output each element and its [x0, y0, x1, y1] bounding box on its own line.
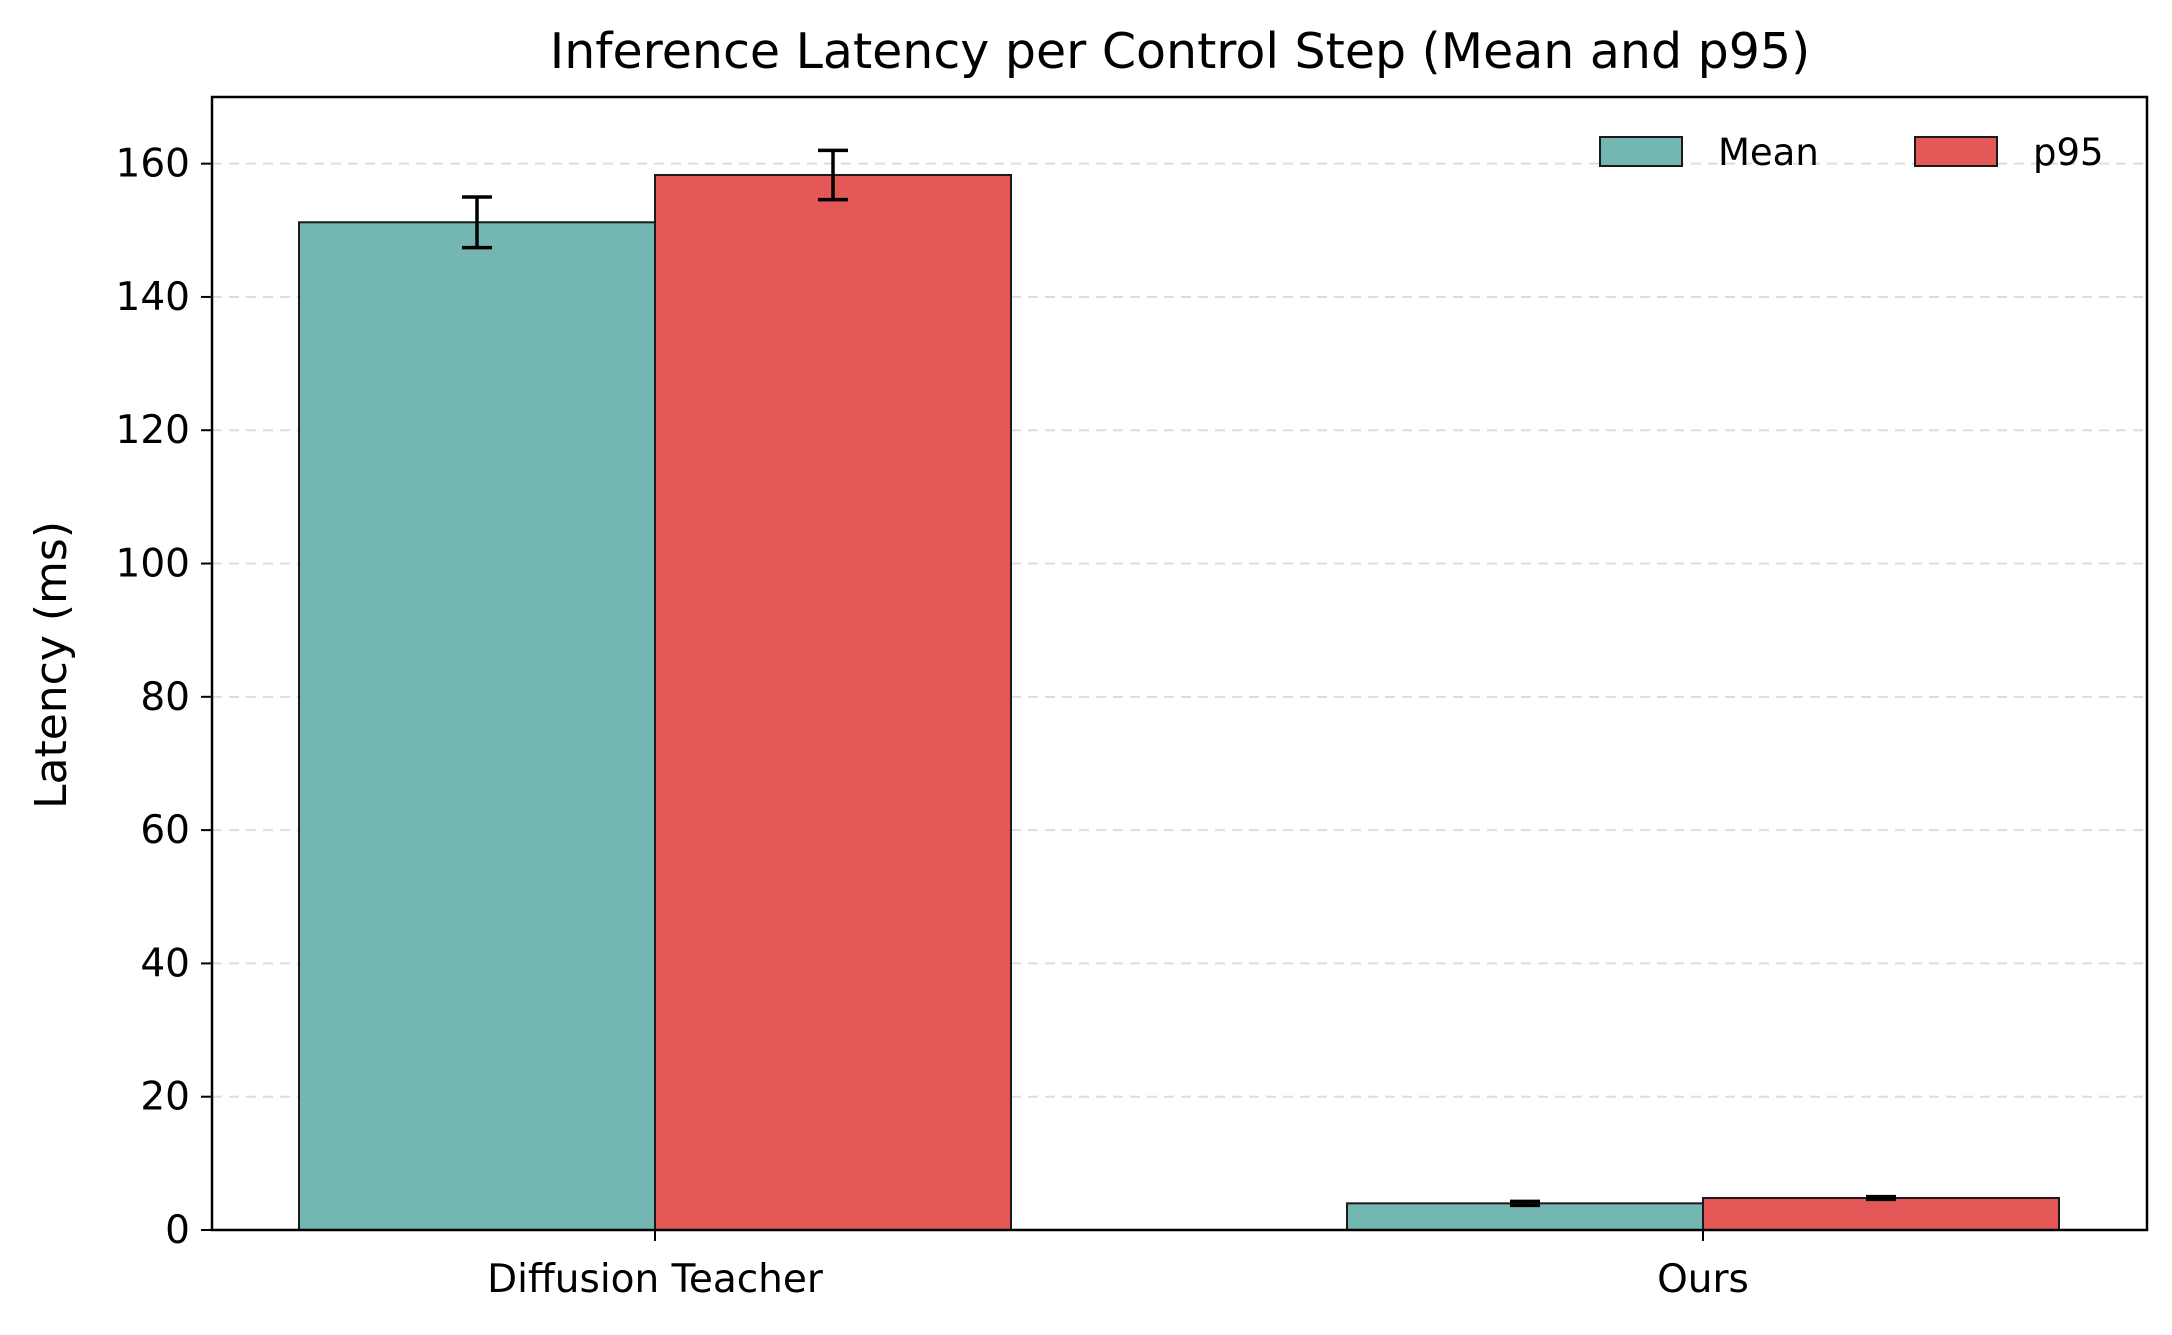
bar-p95-0 [654, 173, 1012, 1232]
y-tick-label: 20 [140, 1075, 190, 1120]
legend-swatch [1599, 136, 1683, 167]
x-axis: Diffusion Teacher Ours [487, 1230, 1749, 1302]
y-tick-label: 0 [165, 1208, 190, 1253]
chart-title: Inference Latency per Control Step (Mean… [550, 23, 1810, 80]
bars [298, 173, 2060, 1232]
y-tick-label: 120 [116, 408, 190, 453]
y-tick-label: 40 [140, 941, 190, 986]
y-tick-label: 100 [116, 542, 190, 587]
y-tick-label: 160 [116, 142, 190, 187]
plot-frame [210, 95, 2149, 1232]
y-axis-label: Latency (ms) [26, 521, 77, 809]
x-tick-label: Diffusion Teacher [487, 1257, 824, 1302]
y-tick-label: 80 [140, 675, 190, 720]
y-tick-label: 60 [140, 808, 190, 853]
error-bar-mean-0 [462, 195, 492, 250]
legend-item-mean: Mean [1599, 131, 1819, 174]
y-axis: 0 20 40 60 80 100 120 140 160 [116, 142, 212, 1253]
y-tick-label: 140 [116, 275, 190, 320]
legend: Mean p95 [1599, 131, 2104, 174]
bar-mean-1 [1346, 1202, 1704, 1232]
x-tick-label: Ours [1657, 1257, 1749, 1302]
error-bars [462, 148, 1896, 1208]
error-bar-mean-1 [1510, 1199, 1540, 1208]
legend-label: p95 [2033, 131, 2104, 174]
legend-swatch [1914, 136, 1998, 167]
bar-mean-0 [298, 221, 656, 1232]
bar-p95-1 [1702, 1197, 2060, 1231]
legend-item-p95: p95 [1914, 131, 2104, 174]
legend-label: Mean [1718, 131, 1819, 174]
error-bar-p95-1 [1866, 1194, 1896, 1202]
error-bar-p95-0 [818, 148, 848, 202]
